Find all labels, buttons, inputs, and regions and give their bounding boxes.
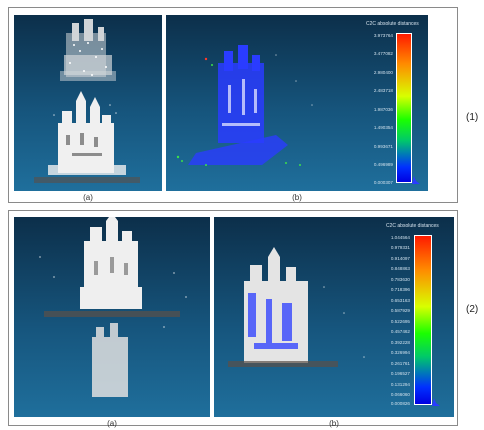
- scale-tick-2-13: 0.196527: [390, 371, 410, 376]
- scale-tick-2-1: 0.979331: [390, 245, 410, 250]
- c2c-distance-view-2b[interactable]: C2C absolute distances 1.044564 0.979331…: [214, 217, 454, 417]
- castle-point-cloud-aligned: [39, 217, 187, 397]
- panel-label-1b: (b): [292, 193, 302, 202]
- scale-tick-1-4: 1.987036: [373, 107, 393, 112]
- c2c-distance-view-1b[interactable]: C2C absolute distances 3.973764 3.477082…: [166, 15, 428, 191]
- castle-c2c-point-cloud: [176, 45, 313, 166]
- row-index-1: (1): [466, 112, 479, 123]
- color-scale-bar-1: [396, 33, 412, 183]
- scale-tick-2-16: 0.000826: [390, 401, 410, 406]
- scale-tick-2-5: 0.718396: [390, 287, 410, 292]
- row-index-2: (2): [466, 304, 479, 315]
- scale-tick-1-3: 2.483718: [373, 88, 393, 93]
- figure-row-1: (a) C2C absolute di: [8, 7, 458, 203]
- scale-tick-2-3: 0.848863: [390, 266, 410, 271]
- scale-tick-2-10: 0.392228: [390, 340, 410, 345]
- scale-tick-2-14: 0.131294: [390, 382, 410, 387]
- histogram-icon-1: [412, 176, 420, 184]
- figure-row-2: (a) C2C absolute distances 1.044564 0.97…: [8, 210, 458, 428]
- histogram-icon-2: [432, 398, 440, 406]
- scale-tick-2-12: 0.261761: [390, 361, 410, 366]
- point-cloud-view-1a[interactable]: [14, 15, 162, 191]
- scale-tick-1-7: 0.496989: [373, 162, 393, 167]
- scale-tick-1-2: 2.980400: [373, 70, 393, 75]
- scale-tick-1-8: 0.000307: [373, 180, 393, 185]
- scale-tick-2-8: 0.522695: [390, 319, 410, 324]
- scale-tick-1-1: 3.477082: [373, 51, 393, 56]
- scale-title-2: C2C absolute distances: [386, 223, 439, 229]
- scale-tick-1-5: 1.490354: [373, 125, 393, 130]
- castle-c2c-point-cloud-2: [228, 247, 365, 367]
- panel-label-1a: (a): [83, 193, 93, 202]
- scale-tick-2-4: 0.783630: [390, 277, 410, 282]
- scale-tick-2-9: 0.457462: [390, 329, 410, 334]
- scale-title-1: C2C absolute distances: [366, 21, 419, 27]
- panel-label-2b: (b): [329, 419, 339, 428]
- scale-tick-2-11: 0.326994: [390, 350, 410, 355]
- color-scale-bar-2: [414, 235, 432, 405]
- scale-tick-1-6: 0.993671: [373, 144, 393, 149]
- scale-tick-2-7: 0.587929: [390, 308, 410, 313]
- scale-tick-2-6: 0.653163: [390, 298, 410, 303]
- scale-tick-2-0: 1.044564: [390, 235, 410, 240]
- panel-label-2a: (a): [107, 419, 117, 428]
- castle-point-cloud-top: [34, 19, 140, 183]
- scale-tick-2-2: 0.914097: [390, 256, 410, 261]
- scale-tick-2-15: 0.066060: [390, 392, 410, 397]
- scale-tick-1-0: 3.973764: [373, 33, 393, 38]
- point-cloud-view-2a[interactable]: [14, 217, 210, 417]
